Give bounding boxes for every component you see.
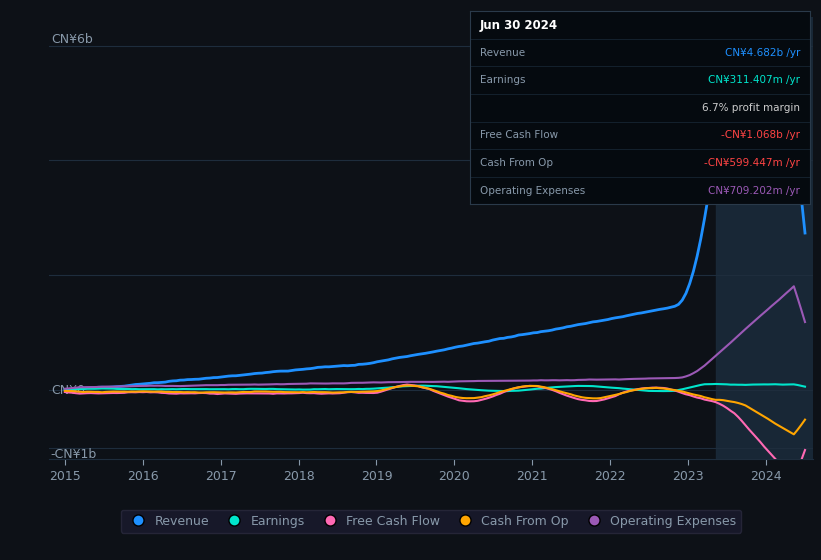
Bar [716,17,813,459]
Text: -CN¥1.068b /yr: -CN¥1.068b /yr [721,130,800,141]
Text: Jun 30 2024: Jun 30 2024 [479,18,558,31]
Text: CN¥311.407m /yr: CN¥311.407m /yr [708,75,800,85]
Text: 6.7% profit margin: 6.7% profit margin [702,103,800,113]
Text: Earnings: Earnings [479,75,525,85]
Text: Cash From Op: Cash From Op [479,158,553,168]
Text: CN¥0: CN¥0 [51,384,85,396]
Text: Free Cash Flow: Free Cash Flow [479,130,558,141]
Text: CN¥6b: CN¥6b [51,32,93,45]
Text: CN¥709.202m /yr: CN¥709.202m /yr [709,185,800,195]
Text: -CN¥1b: -CN¥1b [51,447,97,461]
Legend: Revenue, Earnings, Free Cash Flow, Cash From Op, Operating Expenses: Revenue, Earnings, Free Cash Flow, Cash … [121,510,741,533]
Text: -CN¥599.447m /yr: -CN¥599.447m /yr [704,158,800,168]
Text: Revenue: Revenue [479,48,525,58]
Text: CN¥4.682b /yr: CN¥4.682b /yr [725,48,800,58]
Text: Operating Expenses: Operating Expenses [479,185,585,195]
